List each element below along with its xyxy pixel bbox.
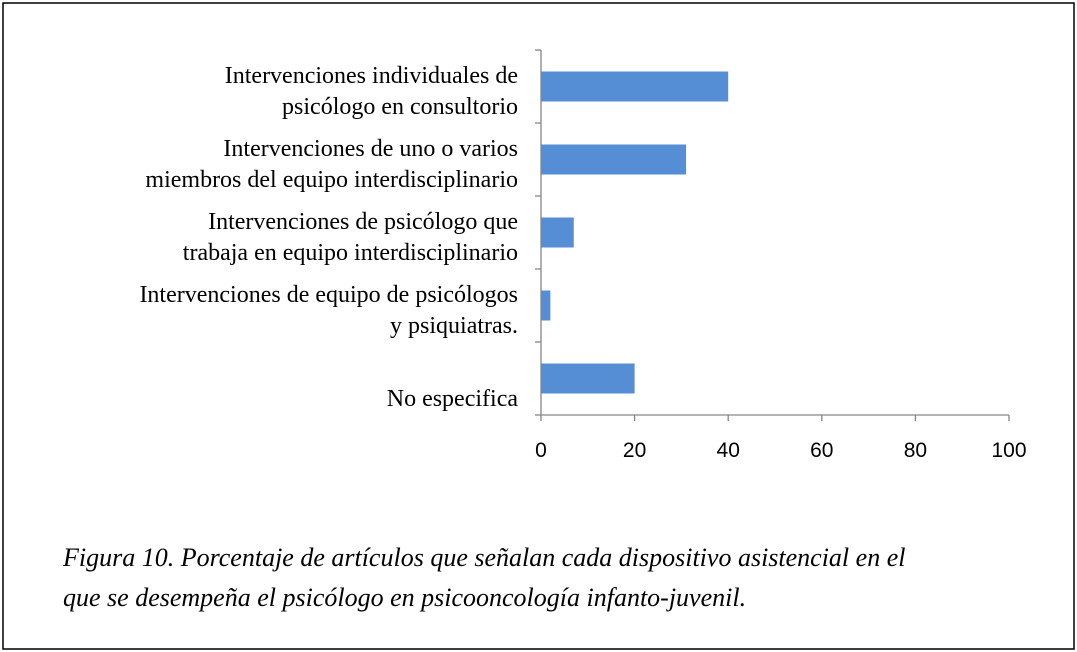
bar (541, 363, 635, 394)
bar (541, 290, 551, 321)
caption: que se desempeña el psicólogo en psicoon… (63, 583, 746, 612)
x-tick-label: 40 (717, 439, 740, 462)
x-tick-label: 20 (623, 439, 646, 462)
x-tick-label: 0 (535, 439, 547, 462)
caption: Figura 10. Porcentaje de artículos que s… (62, 543, 905, 572)
bar (541, 217, 574, 248)
category-label: Intervenciones individuales de psicólogo … (225, 63, 518, 120)
x-tick-label: 80 (904, 439, 927, 462)
bar (541, 71, 729, 102)
category-label: No especifica (387, 386, 519, 412)
x-tick-label: 100 (991, 439, 1026, 462)
bar (541, 144, 687, 175)
x-tick-label: 60 (810, 439, 833, 462)
category-label: Intervenciones de uno o varios miembros d… (145, 136, 518, 193)
category-label: Intervenciones de psicólogo que trabaja e… (183, 209, 518, 266)
category-label: Intervenciones de equipo de psicólogos y … (139, 282, 518, 339)
